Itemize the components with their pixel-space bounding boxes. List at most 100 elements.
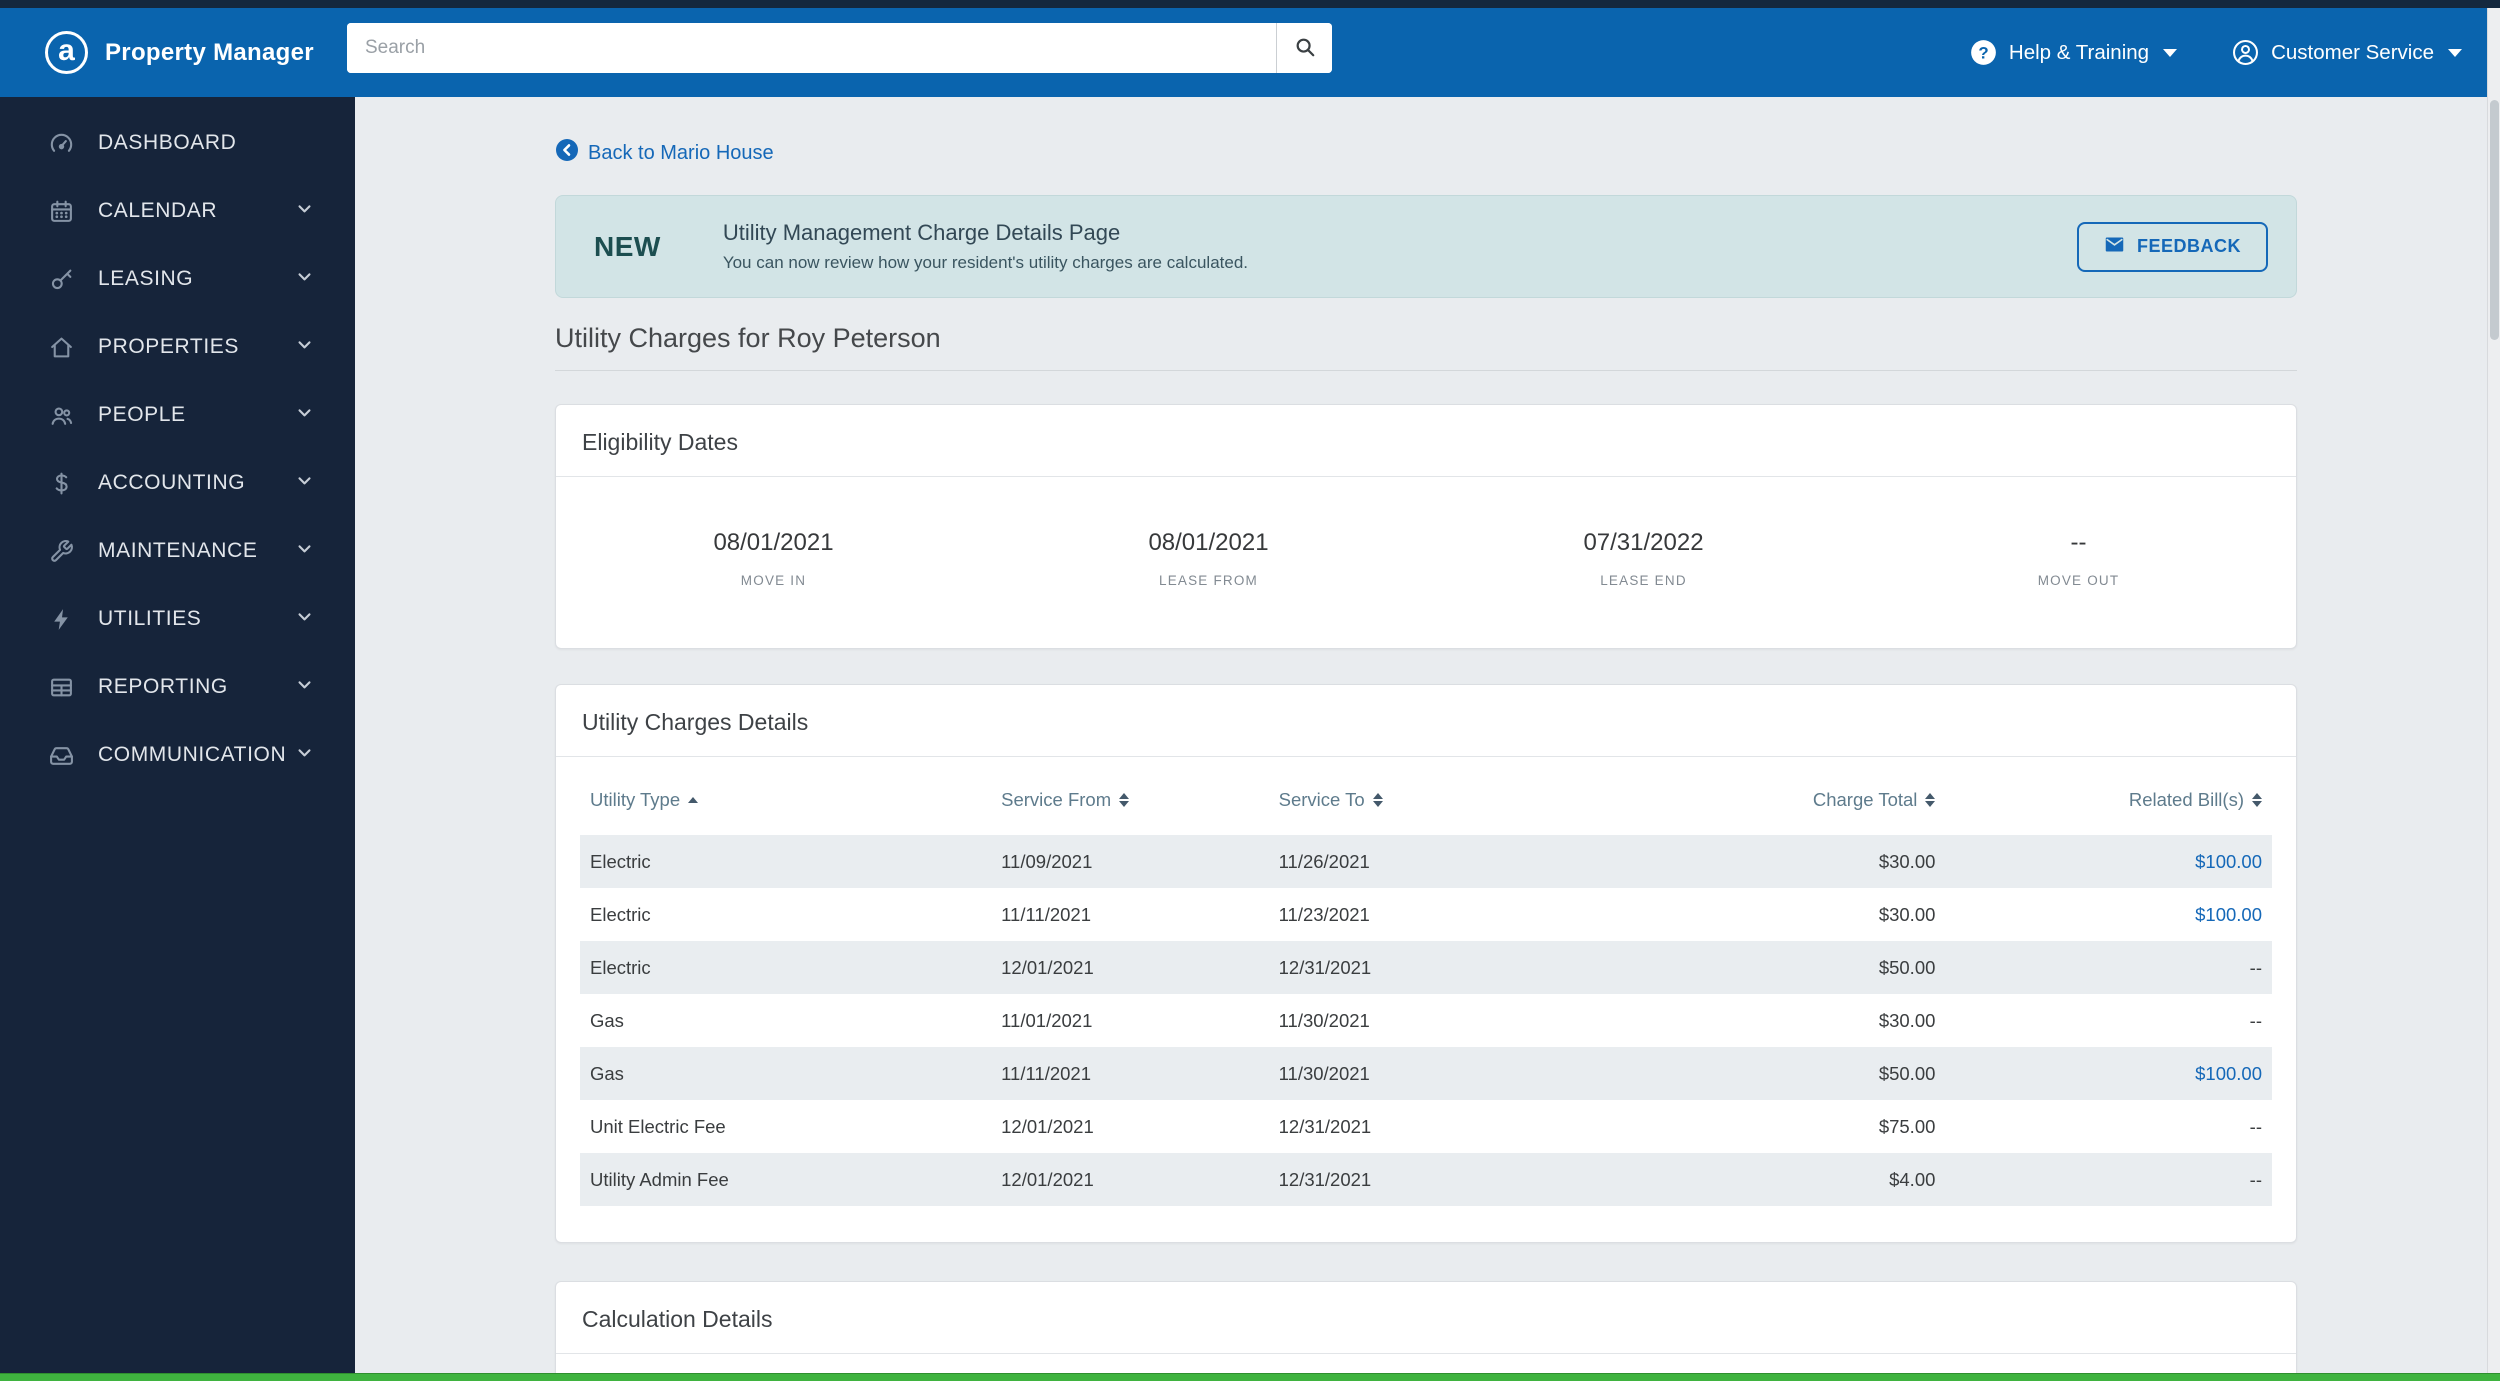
related-bill-link[interactable]: $100.00: [2195, 850, 2262, 872]
cell-service-to: 12/31/2021: [1278, 1115, 1372, 1137]
eligibility-value: 08/01/2021: [713, 529, 834, 556]
related-bill-link[interactable]: $100.00: [2195, 1062, 2262, 1084]
column-label: Service From: [1001, 789, 1112, 810]
sidebar-item-calendar[interactable]: CALENDAR: [0, 177, 355, 245]
chevron-down-icon: [296, 336, 313, 358]
table-row: Electric 11/09/2021 11/26/2021 $30.00 $100.0…: [580, 835, 2272, 888]
sidebar-item-people[interactable]: PEOPLE: [0, 381, 355, 449]
app-logo[interactable]: a Property Manager: [45, 8, 314, 97]
cell-utility-type: Electric: [590, 850, 651, 872]
page-scrollbar-thumb[interactable]: [2490, 100, 2499, 340]
sidebar-item-label: COMMUNICATION: [98, 743, 287, 766]
cell-utility-type: Unit Electric Fee: [590, 1115, 726, 1137]
sidebar-item-label: UTILITIES: [98, 607, 202, 630]
sidebar-item-reporting[interactable]: REPORTING: [0, 653, 355, 721]
charges-table-body: Electric 11/09/2021 11/26/2021 $30.00 $100.0…: [580, 835, 2272, 1206]
bolt-icon: [48, 606, 74, 632]
recording-indicator-bar: [0, 1373, 2500, 1381]
sidebar-item-accounting[interactable]: ACCOUNTING: [0, 449, 355, 517]
search-input[interactable]: [347, 23, 1276, 73]
global-search: [347, 23, 1332, 73]
main-area: Back to Mario House NEW Utility Manageme…: [355, 97, 2487, 1381]
sidebar-item-label: ACCOUNTING: [98, 471, 246, 494]
column-header-service-to[interactable]: Service To: [1269, 767, 1641, 835]
brand-title: Property Manager: [105, 38, 314, 66]
sidebar-item-utilities[interactable]: UTILITIES: [0, 585, 355, 653]
eligibility-value: 08/01/2021: [1148, 529, 1269, 556]
sidebar-item-communication[interactable]: COMMUNICATION: [0, 721, 355, 789]
sidebar-item-label: PROPERTIES: [98, 335, 239, 358]
cell-charge-total: $50.00: [1878, 1062, 1936, 1084]
cell-service-from: 11/09/2021: [1001, 850, 1093, 872]
menu-customer-service[interactable]: Customer Service: [2232, 39, 2462, 66]
feedback-button[interactable]: FEEDBACK: [2076, 221, 2268, 272]
back-link[interactable]: Back to Mario House: [555, 138, 774, 168]
cell-charge-total: $30.00: [1878, 903, 1936, 925]
page-title: Utility Charges for Roy Peterson: [555, 323, 941, 353]
chevron-down-icon: [296, 608, 313, 630]
cell-service-from: 11/11/2021: [1001, 1062, 1091, 1084]
column-header-related-bill-s[interactable]: Related Bill(s): [1945, 767, 2272, 835]
eligibility-label: LEASE FROM: [1158, 573, 1259, 588]
cell-service-to: 12/31/2021: [1278, 956, 1372, 978]
sidebar-item-leasing[interactable]: LEASING: [0, 245, 355, 313]
column-header-charge-total[interactable]: Charge Total: [1641, 767, 1946, 835]
cell-related-bills: $100.00: [1945, 1047, 2272, 1100]
top-navbar: a Property Manager ? Help & Training Custo…: [0, 8, 2487, 97]
utility-charges-table: Utility Type Service From Service To Charge…: [580, 767, 2272, 1206]
search-button[interactable]: [1276, 23, 1332, 73]
menu-help[interactable]: ? Help & Training: [1970, 39, 2178, 66]
chevron-down-icon: [296, 744, 313, 766]
cell-service-to: 11/26/2021: [1278, 850, 1370, 872]
eligibility-dates-card: Eligibility Dates 08/01/2021 MOVE IN 08/01…: [555, 404, 2297, 649]
related-bill-link[interactable]: $100.00: [2195, 903, 2262, 925]
column-header-utility-type[interactable]: Utility Type: [580, 767, 991, 835]
users-icon: [48, 402, 74, 428]
wrench-icon: [48, 538, 74, 564]
table-row: Unit Electric Fee 12/01/2021 12/31/2021 $75…: [580, 1100, 2272, 1153]
page-scrollbar-track[interactable]: [2487, 0, 2500, 1381]
calculation-details-card: Calculation Details Unit details Number …: [555, 1281, 2297, 1381]
chevron-down-icon: [296, 200, 313, 222]
sidebar-item-label: REPORTING: [98, 675, 228, 698]
column-label: Charge Total: [1812, 789, 1918, 810]
browser-top-strip: [0, 0, 2500, 8]
menu-label: Customer Service: [2271, 40, 2434, 64]
chevron-down-icon: [296, 540, 313, 562]
sort-both-icon: [1119, 793, 1130, 807]
envelope-icon: [2104, 234, 2125, 260]
sidebar-item-properties[interactable]: PROPERTIES: [0, 313, 355, 381]
table-row: Gas 11/01/2021 11/30/2021 $30.00 --: [580, 994, 2272, 1047]
back-link-label: Back to Mario House: [588, 141, 774, 164]
sidebar-item-maintenance[interactable]: MAINTENANCE: [0, 517, 355, 585]
chevron-down-icon: [296, 472, 313, 494]
eligibility-label: MOVE OUT: [2037, 573, 2120, 588]
related-bill-empty: --: [2249, 956, 2262, 978]
cell-service-from: 12/01/2021: [1001, 1115, 1094, 1137]
cell-charge-total: $50.00: [1878, 956, 1936, 978]
sidebar-item-label: PEOPLE: [98, 403, 186, 426]
table-row: Electric 12/01/2021 12/31/2021 $50.00 --: [580, 941, 2272, 994]
menu-label: Help & Training: [2008, 40, 2150, 64]
appfolio-logo-icon: a: [45, 31, 88, 74]
banner-title: Utility Management Charge Details Page: [722, 220, 1121, 245]
cell-related-bills: --: [1945, 1100, 2272, 1153]
banner-subtitle: You can now review how your resident's u…: [722, 253, 1249, 272]
calendar-icon: [48, 198, 74, 224]
cell-utility-type: Utility Admin Fee: [590, 1168, 729, 1190]
eligibility-item-lease-end: 07/31/2022 LEASE END: [1426, 529, 1861, 588]
related-bill-empty: --: [2249, 1009, 2262, 1031]
cell-charge-total: $4.00: [1889, 1168, 1936, 1190]
eligibility-item-move-out: -- MOVE OUT: [1861, 529, 2296, 588]
sort-both-icon: [2252, 793, 2262, 807]
chevron-down-icon: [296, 404, 313, 426]
cell-utility-type: Electric: [590, 903, 651, 925]
eligibility-value: 07/31/2022: [1583, 529, 1704, 556]
charges-card-title: Utility Charges Details: [556, 685, 2296, 757]
sidebar-item-dashboard[interactable]: DASHBOARD: [0, 109, 355, 177]
sidebar-item-label: CALENDAR: [98, 199, 218, 222]
dollar-icon: [48, 470, 74, 496]
column-header-service-from[interactable]: Service From: [991, 767, 1268, 835]
arrow-left-circle-icon: [555, 138, 579, 168]
help-circle-icon: ?: [1970, 39, 1997, 66]
